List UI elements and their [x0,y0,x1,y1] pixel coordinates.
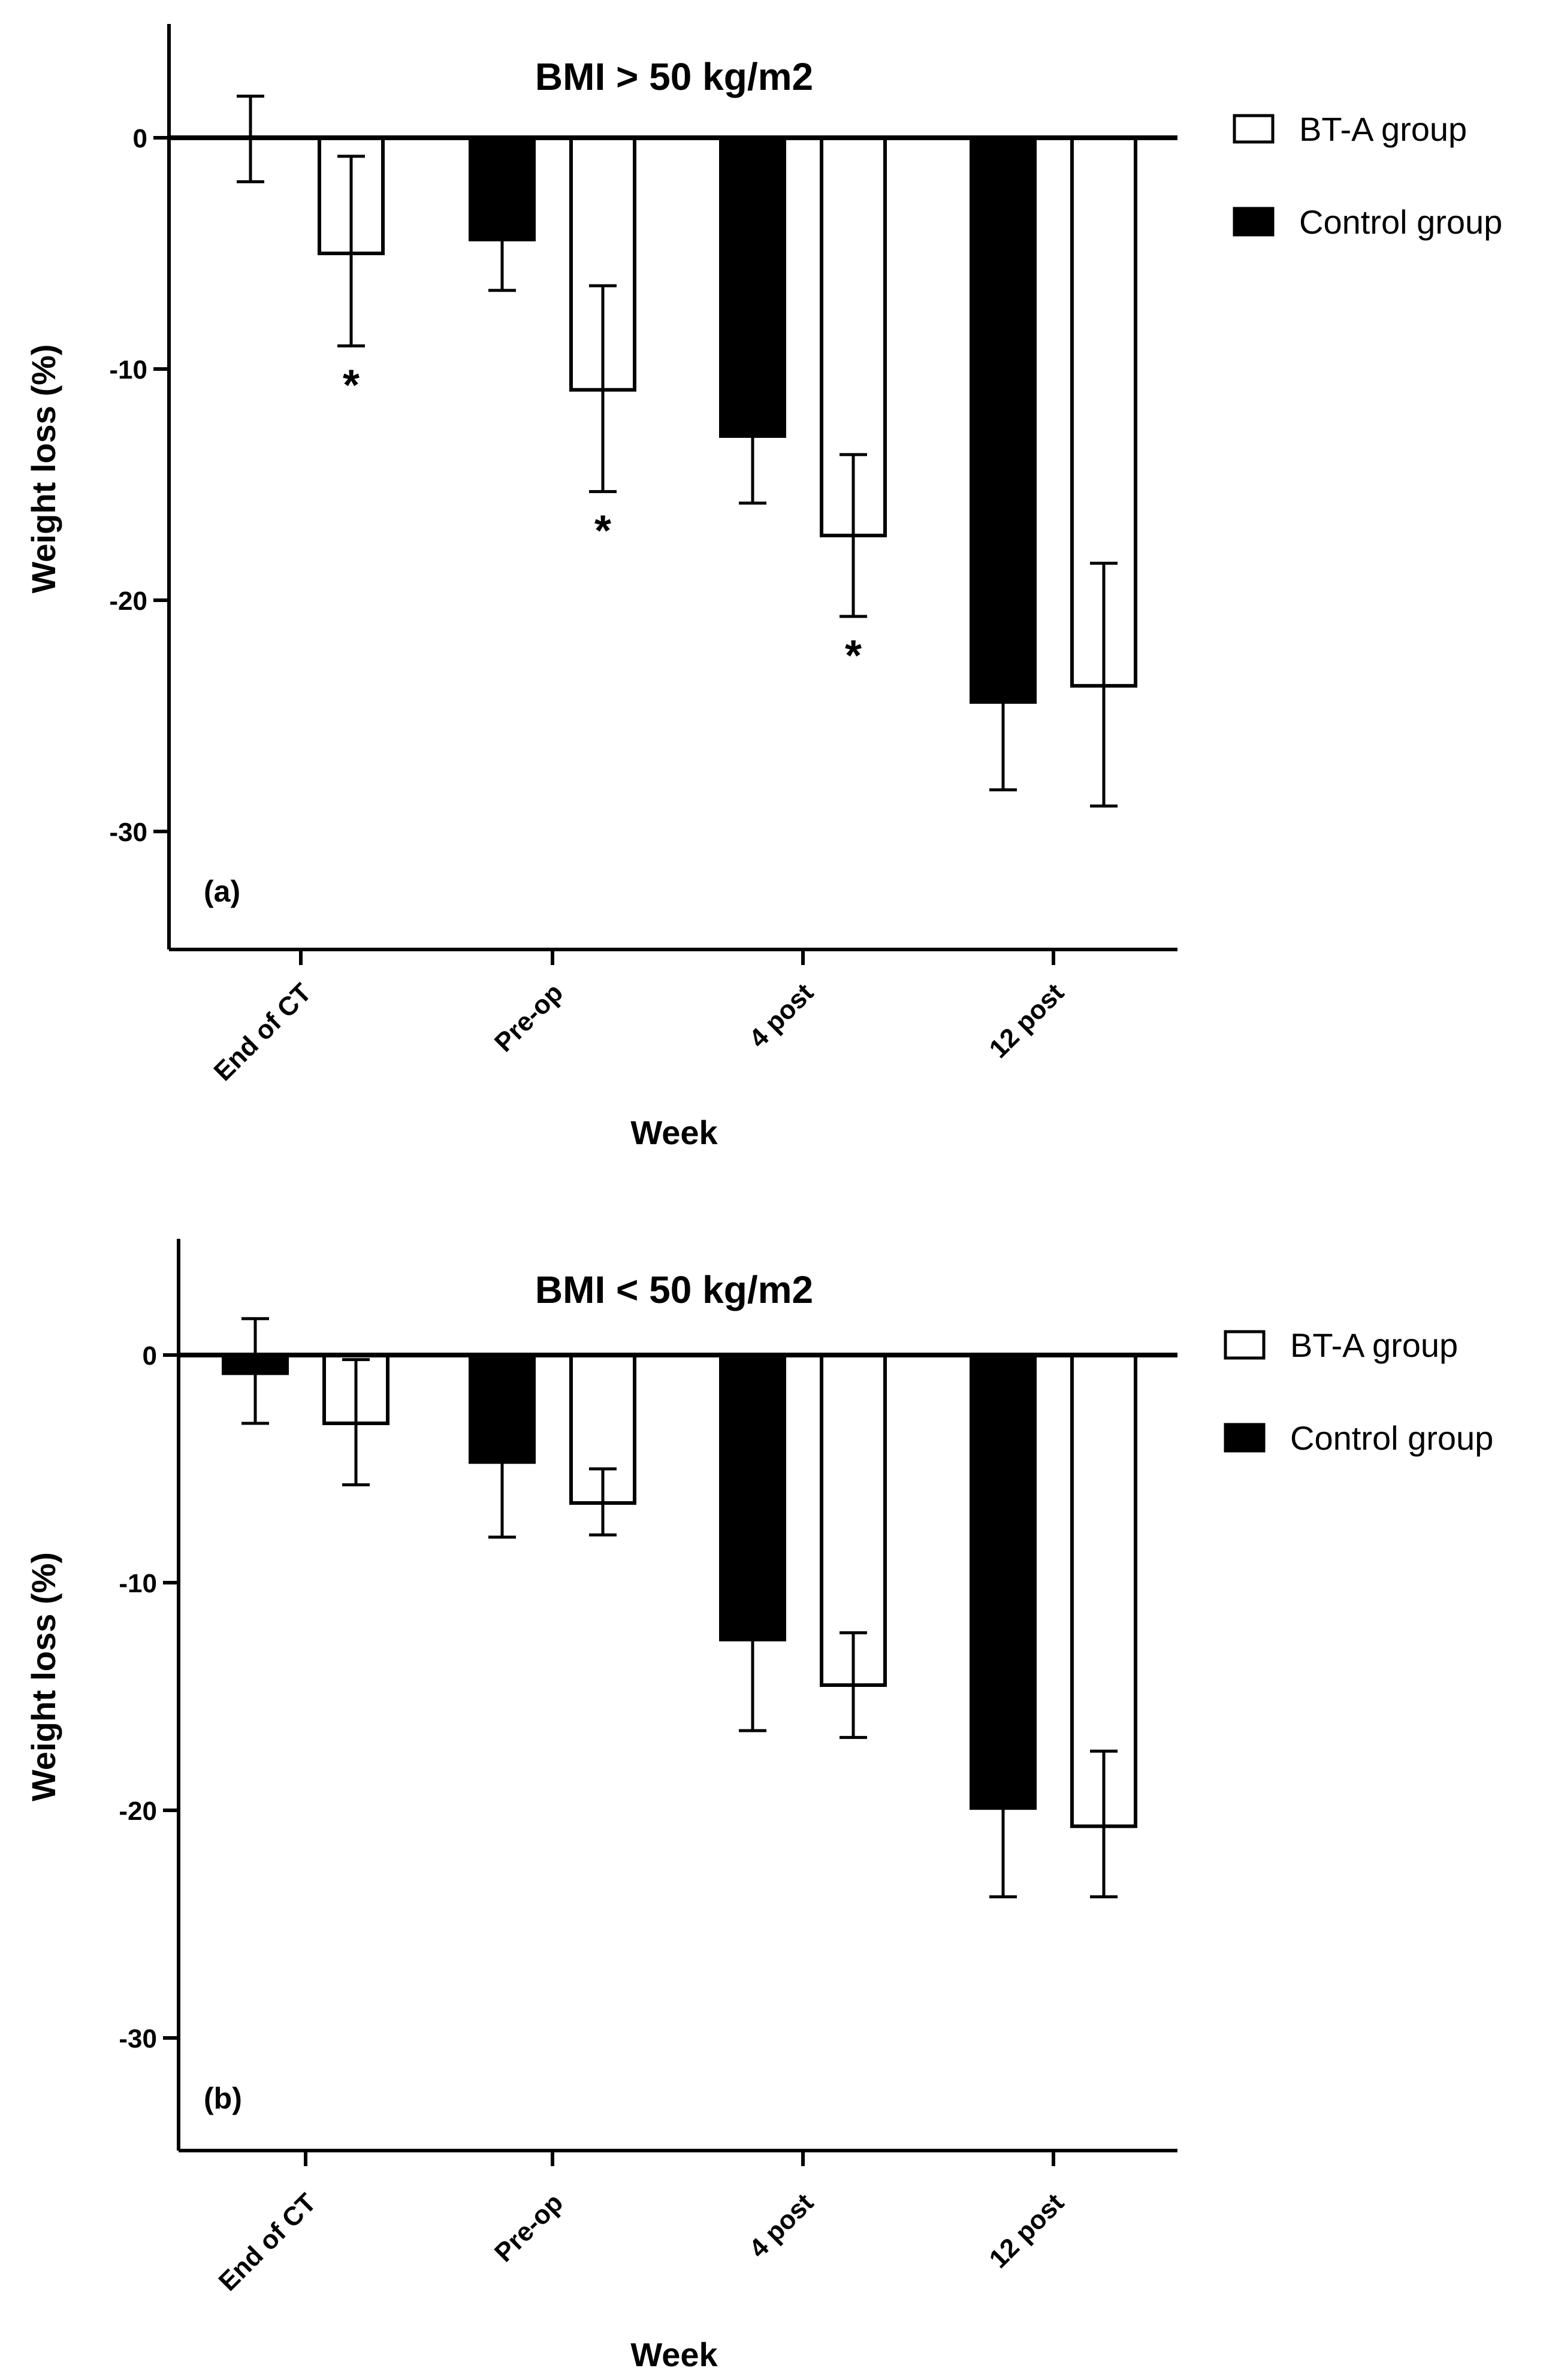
x-tick-label: End of CT [213,2188,322,2297]
y-tick-label: 0 [143,1341,157,1371]
significance-marker: * [343,361,360,409]
y-tick-label: -10 [119,1569,157,1598]
x-tick-label: 12 post [983,978,1070,1064]
y-tick-label: -30 [119,2024,157,2054]
chart-panel-b: 0 -10 -20 -30 End of CT Pre-op 4 post 12 post BM… [25,1239,1493,2373]
x-tick-label: 12 post [983,2188,1070,2274]
x-tick-label: End of CT [209,978,318,1087]
legend-swatch [1233,207,1275,237]
x-tick-label: 4 post [744,2188,820,2264]
panel-label: (b) [204,2082,242,2115]
y-tick-label: -10 [109,355,147,385]
legend-label: Control group [1290,1419,1493,1457]
x-axis-label: Week [630,2336,718,2373]
legend-label: BT-A group [1290,1326,1458,1364]
y-axis-label: Weight loss (%) [25,1552,62,1801]
x-tick-label: 4 post [744,978,820,1054]
legend-swatch [1224,1423,1266,1453]
bar-control [719,1353,786,1641]
chart-title: BMI > 50 kg/m2 [535,55,813,98]
chart-panel-a: 0 -10 -20 -30 * * * End of CT Pre-op 4 post 12 pos… [25,24,1502,1151]
y-tick-label: 0 [133,124,147,153]
legend-swatch [1224,1330,1266,1360]
bar-control [970,136,1037,704]
x-tick-label: Pre-op [489,2188,569,2267]
y-tick-label: -30 [109,818,147,847]
significance-marker: * [594,507,611,555]
bar-control [469,1353,536,1464]
y-axis-label: Weight loss (%) [25,344,62,594]
y-tick-label: -20 [119,1797,157,1826]
legend-swatch [1233,114,1275,144]
y-tick-label: -20 [109,586,147,616]
x-tick-label: Pre-op [489,978,569,1057]
bar-control [970,1353,1037,1810]
bar-control [469,136,536,241]
chart-title: BMI < 50 kg/m2 [535,1268,813,1311]
legend-label: Control group [1299,203,1502,241]
x-axis-label: Week [630,1114,718,1151]
bar-control [719,136,786,438]
significance-marker: * [845,632,862,680]
legend-label: BT-A group [1299,110,1467,148]
panel-label: (a) [204,875,240,908]
